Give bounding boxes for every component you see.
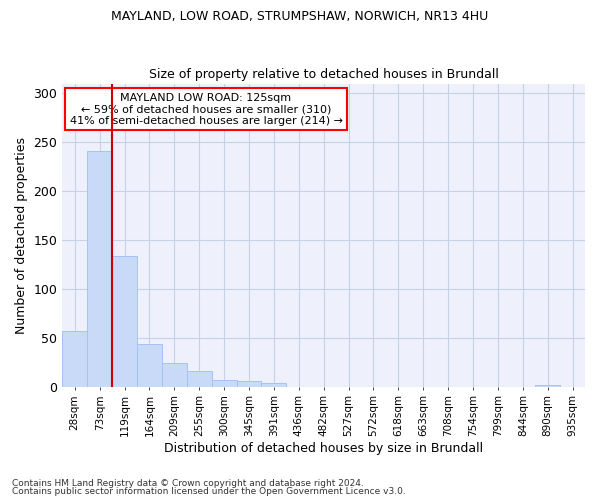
Bar [87, 151, 112, 386]
Text: Contains HM Land Registry data © Crown copyright and database right 2024.: Contains HM Land Registry data © Crown c… [12, 478, 364, 488]
Bar [535, 384, 560, 386]
X-axis label: Distribution of detached houses by size in Brundall: Distribution of detached houses by size … [164, 442, 483, 455]
Bar [236, 381, 262, 386]
Text: Contains public sector information licensed under the Open Government Licence v3: Contains public sector information licen… [12, 487, 406, 496]
Title: Size of property relative to detached houses in Brundall: Size of property relative to detached ho… [149, 68, 499, 81]
Bar [62, 331, 87, 386]
Bar [262, 383, 286, 386]
Bar [212, 380, 236, 386]
Bar [187, 371, 212, 386]
Bar [137, 344, 162, 386]
Text: MAYLAND LOW ROAD: 125sqm
← 59% of detached houses are smaller (310)
41% of semi-: MAYLAND LOW ROAD: 125sqm ← 59% of detach… [70, 92, 343, 126]
Y-axis label: Number of detached properties: Number of detached properties [15, 136, 28, 334]
Bar [112, 256, 137, 386]
Text: MAYLAND, LOW ROAD, STRUMPSHAW, NORWICH, NR13 4HU: MAYLAND, LOW ROAD, STRUMPSHAW, NORWICH, … [112, 10, 488, 23]
Bar [162, 363, 187, 386]
